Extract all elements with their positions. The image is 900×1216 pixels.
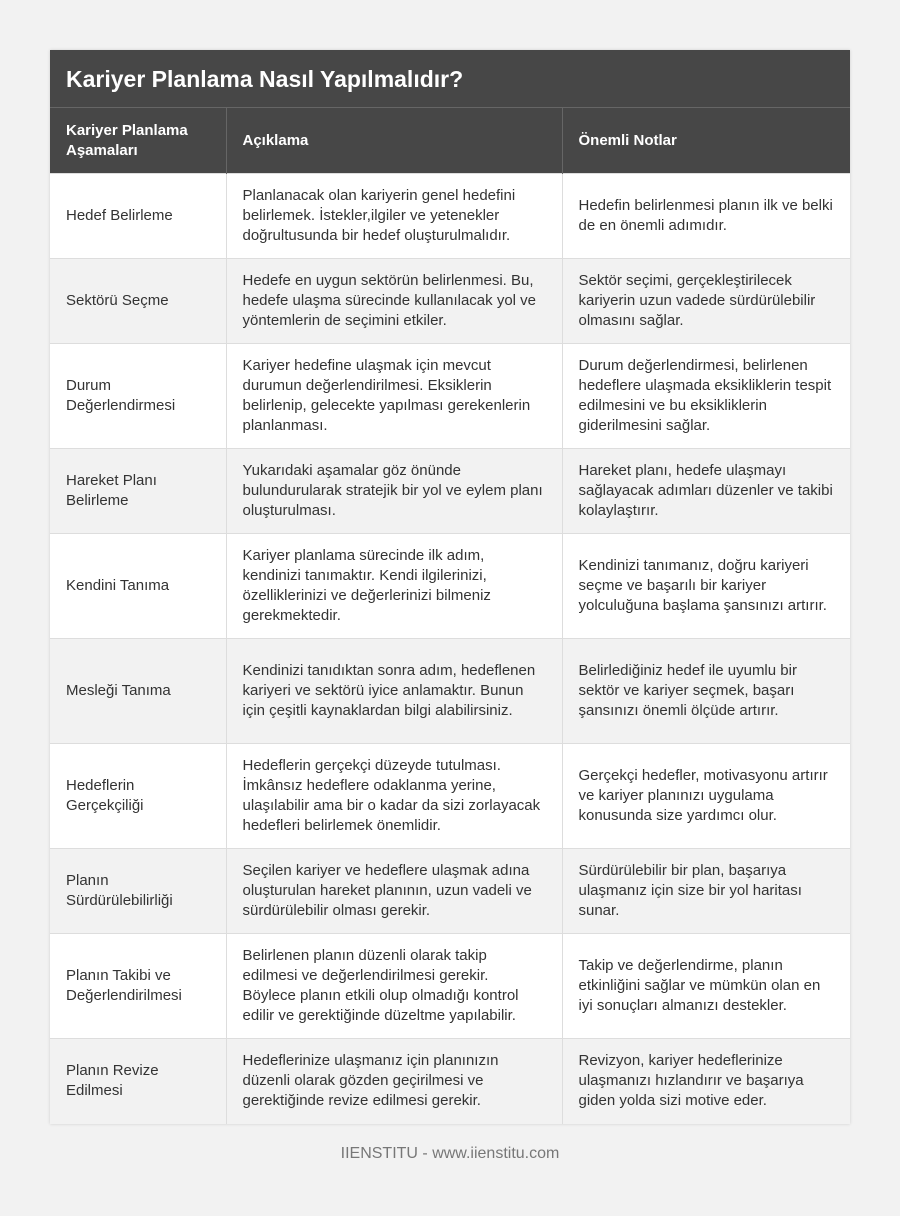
stage-cell: Planın Takibi ve Değerlendirilmesi	[50, 933, 227, 1039]
table-row: Planın Takibi ve Değerlendirilmesi Belirl…	[50, 933, 850, 1039]
description-cell: Kendinizi tanıdıktan sonra adım, hedefle…	[226, 638, 563, 744]
stage-cell: Sektörü Seçme	[50, 258, 227, 344]
footer-credit: IIENSTITU - www.iienstitu.com	[340, 1145, 560, 1162]
notes-cell: Gerçekçi hedefler, motivasyonu artırır v…	[562, 743, 850, 849]
table-row: Hedeflerin Gerçekçiliği Hedeflerin gerçek…	[50, 743, 850, 849]
career-planning-table: Kariyer Planlama Aşamaları Açıklama Önem…	[50, 108, 850, 1124]
stage-cell: Hareket Planı Belirleme	[50, 448, 227, 534]
table-row: Hedef Belirleme Planlanacak olan kariyeri…	[50, 173, 850, 259]
stage-cell: Planın Sürdürülebilirliği	[50, 848, 227, 934]
notes-cell: Belirlediğiniz hedef ile uyumlu bir sekt…	[562, 638, 850, 744]
description-cell: Planlanacak olan kariyerin genel hedefin…	[226, 173, 563, 259]
description-cell: Hedefe en uygun sektörün belirlenmesi. B…	[226, 258, 563, 344]
table-row: Kendini Tanıma Kariyer planlama sürecinde…	[50, 533, 850, 639]
table-row: Durum Değerlendirmesi Kariyer hedefine ul…	[50, 343, 850, 449]
description-cell: Seçilen kariyer ve hedeflere ulaşmak adı…	[226, 848, 563, 934]
stage-cell: Durum Değerlendirmesi	[50, 343, 227, 449]
notes-cell: Durum değerlendirmesi, belirlenen hedefl…	[562, 343, 850, 449]
stage-cell: Kendini Tanıma	[50, 533, 227, 639]
notes-cell: Revizyon, kariyer hedeflerinize ulaşmanı…	[562, 1038, 850, 1124]
header-stage: Kariyer Planlama Aşamaları	[50, 108, 227, 174]
notes-cell: Sürdürülebilir bir plan, başarıya ulaşma…	[562, 848, 850, 934]
notes-cell: Hareket planı, hedefe ulaşmayı sağlayaca…	[562, 448, 850, 534]
header-description: Açıklama	[226, 108, 563, 174]
notes-cell: Hedefin belirlenmesi planın ilk ve belki…	[562, 173, 850, 259]
table-row: Planın Revize Edilmesi Hedeflerinize ulaş…	[50, 1038, 850, 1124]
notes-cell: Takip ve değerlendirme, planın etkinliği…	[562, 933, 850, 1039]
career-planning-table-card: Kariyer Planlama Nasıl Yapılmalıdır? Kar…	[50, 50, 850, 1124]
stage-cell: Planın Revize Edilmesi	[50, 1038, 227, 1124]
description-cell: Kariyer hedefine ulaşmak için mevcut dur…	[226, 343, 563, 449]
table-row: Planın Sürdürülebilirliği Seçilen kariyer…	[50, 848, 850, 934]
notes-cell: Kendinizi tanımanız, doğru kariyeri seçm…	[562, 533, 850, 639]
table-row: Sektörü Seçme Hedefe en uygun sektörün be…	[50, 258, 850, 344]
table-row: Mesleği Tanıma Kendinizi tanıdıktan sonra…	[50, 638, 850, 744]
stage-cell: Hedef Belirleme	[50, 173, 227, 259]
header-row: Kariyer Planlama Aşamaları Açıklama Önem…	[50, 108, 850, 174]
description-cell: Yukarıdaki aşamalar göz önünde bulunduru…	[226, 448, 563, 534]
description-cell: Hedeflerin gerçekçi düzeyde tutulması. İ…	[226, 743, 563, 849]
table-title: Kariyer Planlama Nasıl Yapılmalıdır?	[50, 50, 850, 108]
description-cell: Hedeflerinize ulaşmanız için planınızın …	[226, 1038, 563, 1124]
description-cell: Belirlenen planın düzenli olarak takip e…	[226, 933, 563, 1039]
table-row: Hareket Planı Belirleme Yukarıdaki aşamal…	[50, 448, 850, 534]
stage-cell: Hedeflerin Gerçekçiliği	[50, 743, 227, 849]
notes-cell: Sektör seçimi, gerçekleştirilecek kariye…	[562, 258, 850, 344]
header-notes: Önemli Notlar	[562, 108, 850, 174]
stage-cell: Mesleği Tanıma	[50, 638, 227, 744]
description-cell: Kariyer planlama sürecinde ilk adım, ken…	[226, 533, 563, 639]
